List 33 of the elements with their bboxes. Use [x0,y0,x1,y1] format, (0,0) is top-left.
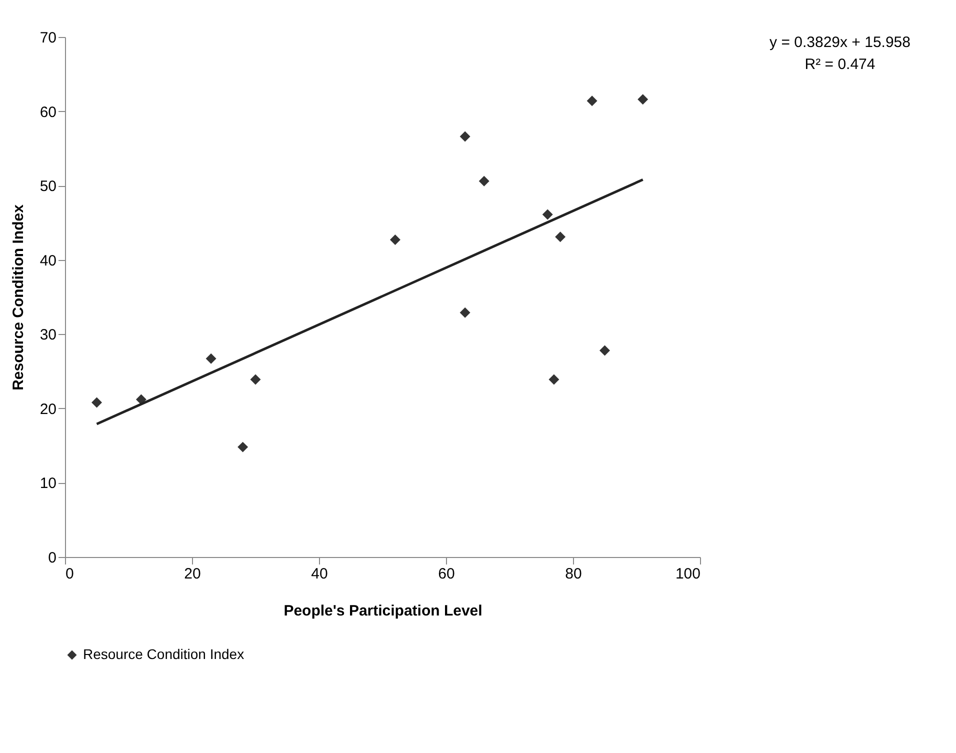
y-tick-label: 30 [40,326,56,344]
point [638,94,648,105]
point [600,345,610,356]
point [238,442,248,452]
x-tick-label: 60 [438,566,455,582]
point [586,96,598,106]
x-axis-title: People's Participation Level [284,602,482,620]
text: R² = 0.474 [804,56,876,73]
point [92,397,102,408]
point [555,232,566,242]
point [478,176,490,186]
y-tick-label: 0 [48,550,56,566]
x-tick-label: 20 [184,566,201,582]
y-axis-title: Resource Condition Index [10,204,27,390]
y-tick-label: 20 [40,400,56,418]
x-tick-label: 0 [66,566,74,582]
point [206,353,216,364]
x-tick-label: 80 [565,566,582,582]
point [250,374,261,385]
point [460,307,470,318]
text: y = 0.3829x + 15.958 [770,34,910,51]
point [390,234,400,246]
x-tick-label: 100 [675,566,700,582]
y-tick-label: 50 [40,178,56,196]
point [542,209,553,220]
point [460,131,470,142]
point [548,374,560,385]
legend-label: Resource Condition Index [83,646,244,662]
x-tick-label: 40 [311,566,328,582]
y-tick-label: 10 [40,475,56,492]
y-tick-label: 60 [40,104,56,121]
y-tick-label: 40 [40,252,56,270]
y-tick-label: 70 [40,30,56,46]
